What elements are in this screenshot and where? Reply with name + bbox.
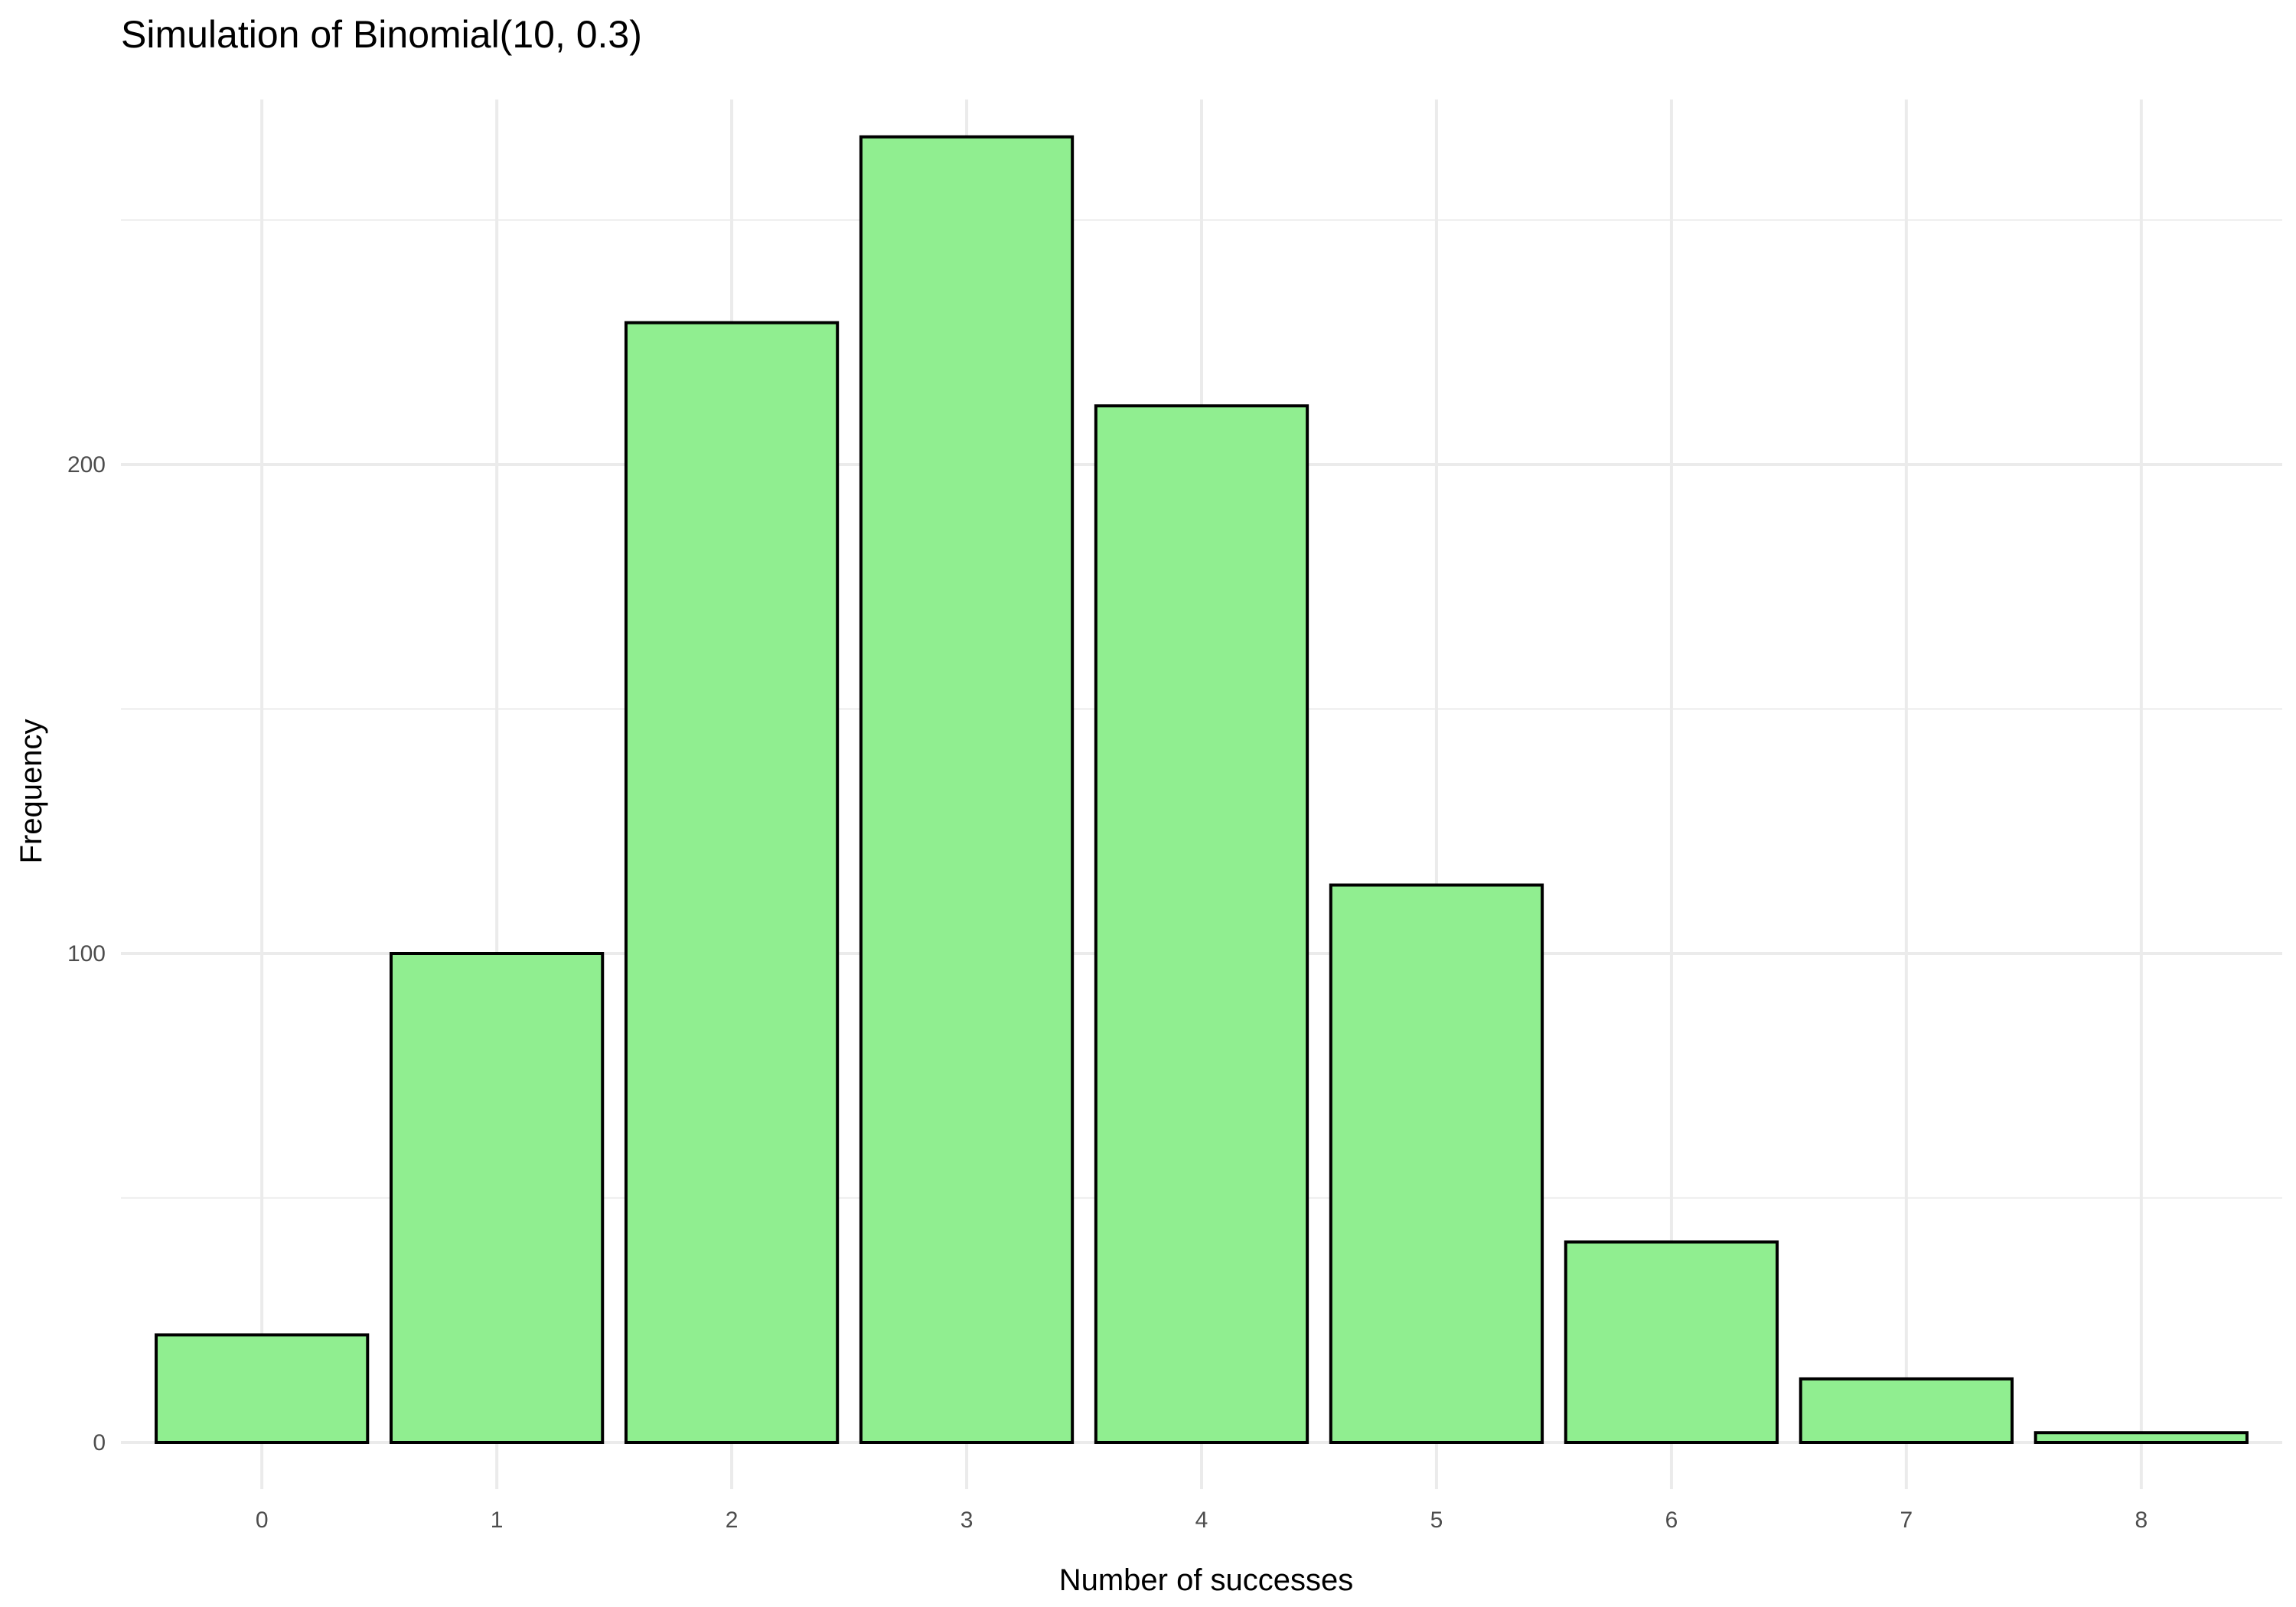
- x-tick-label: 5: [1430, 1508, 1443, 1533]
- x-tick-label: 0: [256, 1508, 269, 1533]
- bar-5: [1329, 883, 1544, 1445]
- y-tick-label: 200: [67, 452, 106, 478]
- x-tick-label: 3: [960, 1508, 974, 1533]
- bar-7: [1799, 1377, 2014, 1445]
- x-tick-label: 6: [1665, 1508, 1678, 1533]
- bar-2: [624, 321, 840, 1445]
- x-tick-label: 1: [491, 1508, 504, 1533]
- x-tick-label: 8: [2135, 1508, 2148, 1533]
- bar-4: [1094, 404, 1309, 1445]
- x-axis-ticks: 0 1 2 3 4 5 6 7 8: [256, 1508, 2148, 1533]
- x-tick-label: 4: [1195, 1508, 1208, 1533]
- chart-title: Simulation of Binomial(10, 0.3): [121, 13, 642, 56]
- x-axis-title: Number of successes: [1059, 1563, 1354, 1597]
- x-tick-label: 7: [1900, 1508, 1913, 1533]
- y-tick-label: 100: [67, 941, 106, 966]
- bar-6: [1564, 1240, 1779, 1444]
- y-axis-title: Frequency: [15, 719, 48, 864]
- y-tick-label: 0: [93, 1430, 106, 1455]
- bar-8: [2033, 1431, 2249, 1444]
- bars: [155, 135, 2249, 1445]
- y-axis-ticks: 0 100 200: [67, 452, 106, 1455]
- bar-3: [859, 135, 1075, 1444]
- bar-0: [155, 1333, 370, 1445]
- bar-1: [390, 952, 605, 1444]
- x-tick-label: 2: [726, 1508, 739, 1533]
